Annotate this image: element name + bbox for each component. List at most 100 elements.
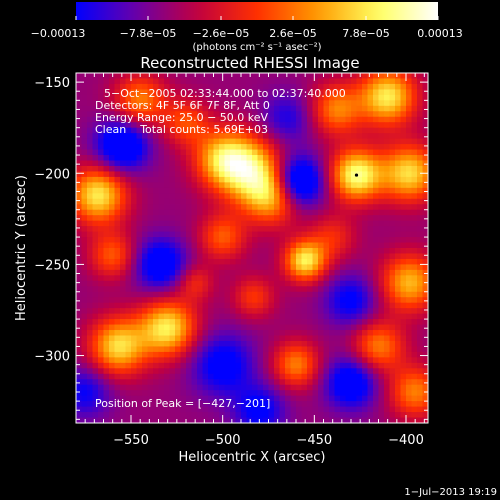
heatmap-cell [158,351,165,358]
heatmap-cell [257,171,264,178]
heatmap-cell [351,78,358,85]
heatmap-cell [367,248,374,255]
heatmap-cell [411,209,418,216]
heatmap-cell [351,357,358,364]
heatmap-cell [136,116,143,123]
heatmap-cell [367,335,374,342]
heatmap-cell [87,395,94,402]
heatmap-cell [378,176,385,183]
heatmap-cell [411,379,418,386]
heatmap-cell [131,100,138,107]
heatmap-cell [329,149,336,156]
heatmap-cell [186,248,193,255]
heatmap-cell [241,286,248,293]
heatmap-cell [142,379,149,386]
heatmap-cell [197,231,204,238]
heatmap-cell [340,187,347,194]
heatmap-cell [411,193,418,200]
heatmap-cell [279,242,286,249]
heatmap-cell [120,187,127,194]
heatmap-cell [296,258,303,266]
heatmap-cell [252,291,259,298]
heatmap-cell [279,78,286,85]
heatmap-cell [279,182,286,189]
heatmap-cell [362,395,369,402]
heatmap-cell [307,302,314,309]
heatmap-cell [417,187,424,194]
heatmap-cell [323,100,330,107]
heatmap-cell [373,171,380,178]
heatmap-cell [362,226,369,233]
heatmap-cell [268,253,275,260]
heatmap-cell [290,138,297,145]
heatmap-cell [290,269,297,276]
heatmap-cell [230,275,237,282]
heatmap-cell [81,319,88,326]
heatmap-cell [274,275,281,282]
heatmap-cell [384,127,391,134]
heatmap-cell [279,149,286,156]
heatmap-cell [131,417,138,423]
heatmap-cell [351,286,358,293]
heatmap-cell [285,362,292,369]
heatmap-cell [158,83,165,91]
heatmap-cell [114,390,121,397]
heatmap-cell [241,302,248,309]
heatmap-cell [142,308,149,315]
heatmap-cell [373,215,380,222]
heatmap-cell [142,144,149,151]
heatmap-cell [246,220,253,227]
heatmap-cell [252,116,259,123]
heatmap-cell [224,395,231,402]
heatmap-cell [197,242,204,249]
heatmap-cell [301,253,308,260]
heatmap-cell [323,362,330,369]
heatmap-cell [224,280,231,287]
heatmap-cell [395,116,402,123]
heatmap-cell [169,89,176,96]
heatmap-cell [362,138,369,145]
heatmap-cell [373,308,380,315]
heatmap-cell [334,127,341,134]
heatmap-cell [285,231,292,238]
heatmap-cell [98,297,105,304]
heatmap-cell [351,384,358,391]
heatmap-cell [131,116,138,123]
heatmap-cell [257,384,264,391]
heatmap-cell [197,133,204,140]
heatmap-cell [191,165,198,173]
heatmap-cell [318,83,325,91]
heatmap-cell [329,390,336,397]
heatmap-cell [186,291,193,298]
heatmap-cell [202,390,209,397]
heatmap-cell [323,351,330,358]
heatmap-cell [235,412,242,419]
heatmap-cell [285,160,292,167]
heatmap-cell [252,390,259,397]
heatmap-cell [197,412,204,419]
heatmap-cell [400,94,407,101]
heatmap-cell [417,335,424,342]
heatmap-cell [120,324,127,331]
heatmap-cell [219,248,226,255]
heatmap-cell [197,401,204,408]
heatmap-cell [384,324,391,331]
heatmap-cell [384,133,391,140]
heatmap-cell [98,204,105,211]
heatmap-cell [76,116,83,123]
heatmap-cell [345,286,352,293]
heatmap-cell [131,127,138,134]
heatmap-cell [230,253,237,260]
heatmap-cell [169,351,176,358]
heatmap-cell [296,324,303,331]
heatmap-cell [378,302,385,309]
heatmap-cell [219,395,226,402]
heatmap-cell [301,417,308,423]
heatmap-cell [191,308,198,315]
heatmap-cell [422,160,428,167]
heatmap-cell [367,78,374,85]
heatmap-cell [268,291,275,298]
heatmap-cell [125,357,132,364]
heatmap-cell [213,291,220,298]
heatmap-cell [373,275,380,282]
